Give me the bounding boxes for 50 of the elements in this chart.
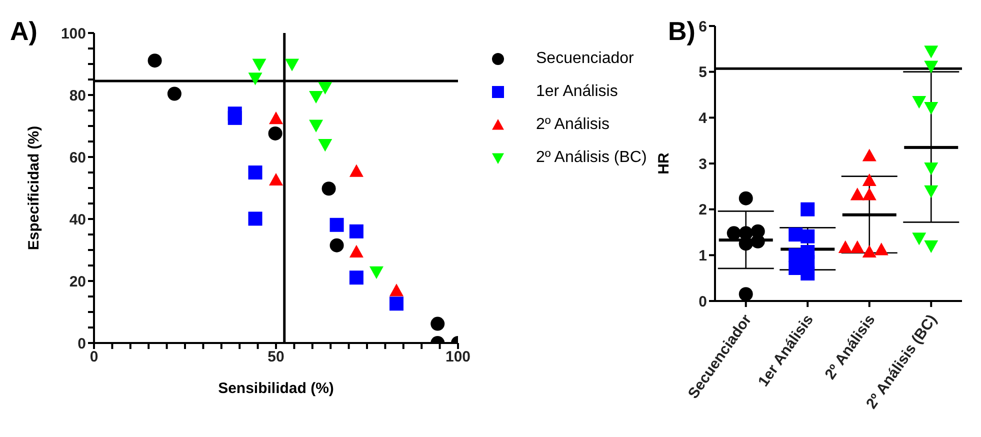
point — [349, 270, 364, 285]
y-tick-label: 1 — [698, 247, 707, 264]
point — [269, 112, 283, 124]
y-tick-label: 0 — [698, 293, 707, 310]
point — [349, 164, 364, 177]
point — [318, 82, 332, 95]
y-tick-label: 60 — [69, 149, 86, 166]
point — [318, 139, 332, 152]
point — [349, 224, 364, 238]
point — [269, 172, 283, 186]
x-tick-label: 50 — [268, 348, 284, 366]
point — [309, 90, 324, 104]
point — [330, 238, 344, 252]
y-tick-label: 20 — [69, 273, 86, 290]
point — [369, 266, 384, 280]
point — [167, 86, 182, 101]
y-tick-label: 3 — [698, 156, 707, 173]
legend-label: 2º Análisis (BC) — [536, 148, 647, 166]
x-tick-label: 100 — [445, 348, 471, 366]
point — [148, 54, 162, 68]
point — [349, 244, 364, 258]
point — [330, 218, 344, 232]
legend-label: 1er Análisis — [536, 82, 618, 100]
y-tick-label: 100 — [60, 25, 86, 42]
point — [389, 284, 404, 296]
y-tick-label: 4 — [698, 110, 708, 127]
x-tick-label: 0 — [90, 348, 98, 366]
y-tick-label: 80 — [69, 87, 86, 104]
point — [228, 110, 242, 125]
point — [430, 316, 445, 331]
x-axis-title: Sensibilidad (%) — [218, 380, 334, 397]
y-tick-label: 5 — [698, 64, 707, 82]
y-tick-label: 40 — [69, 211, 86, 228]
legend-label: Secuenciador — [536, 50, 634, 68]
y-tick-label: 6 — [698, 18, 707, 36]
point — [322, 182, 336, 196]
point — [268, 126, 282, 140]
point — [248, 166, 262, 180]
point — [389, 296, 404, 311]
y-axis-title: HR — [655, 152, 672, 174]
legend-label: 2º Análisis — [536, 116, 610, 134]
point — [252, 58, 266, 72]
point — [285, 58, 300, 72]
point — [248, 212, 262, 226]
chart-title: A) — [10, 16, 38, 47]
chart-title: B) — [668, 16, 696, 47]
y-axis-title: Especificidad (%) — [25, 126, 42, 250]
y-tick-label: 2 — [698, 202, 707, 219]
point — [309, 120, 324, 132]
point — [248, 72, 262, 86]
